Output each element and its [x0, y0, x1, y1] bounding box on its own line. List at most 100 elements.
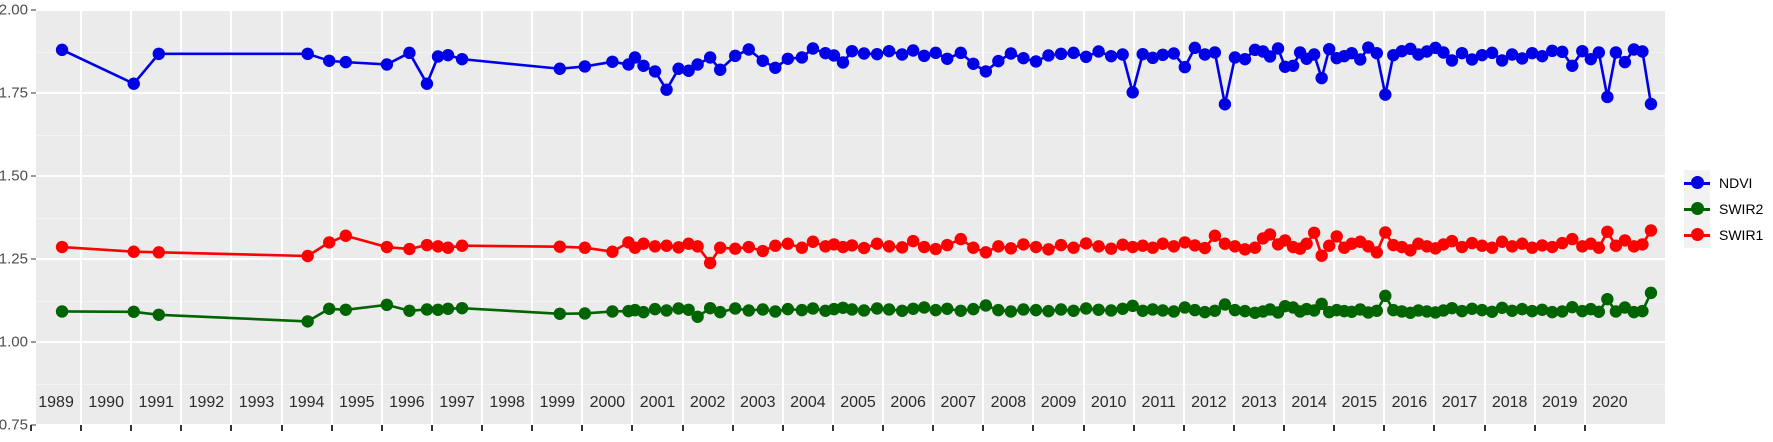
data-point [578, 60, 592, 73]
data-point [1644, 224, 1658, 237]
data-point [606, 245, 619, 258]
data-point [441, 241, 455, 254]
data-point [1515, 237, 1529, 250]
data-point [553, 307, 566, 320]
legend-item-swir1[interactable]: SWIR1 [1684, 222, 1773, 248]
series-layer [55, 41, 1658, 328]
data-point [870, 237, 884, 250]
data-point [1167, 305, 1180, 318]
data-point [455, 52, 469, 66]
data-point [1445, 301, 1459, 315]
x-tick-mark [1132, 425, 1135, 431]
data-point [1379, 226, 1392, 239]
x-tick-label: 2004 [790, 394, 826, 411]
x-tick-mark [1232, 425, 1235, 431]
gridline-vertical [1182, 10, 1185, 425]
y-tick-mark [31, 9, 36, 11]
data-point [1188, 303, 1202, 317]
x-tick-mark [982, 425, 985, 431]
x-tick-label: 2013 [1241, 394, 1277, 411]
data-point [1609, 239, 1623, 252]
series-swir2 [55, 286, 1658, 328]
x-tick-mark [1483, 425, 1486, 431]
data-point [127, 245, 140, 258]
data-point [1054, 238, 1068, 252]
data-point [979, 246, 993, 259]
data-point [1029, 240, 1043, 254]
data-point [895, 48, 909, 61]
data-point [1029, 55, 1043, 68]
data-point [1126, 299, 1139, 313]
data-point [1592, 46, 1606, 59]
data-point [1556, 45, 1569, 59]
x-tick-mark [180, 425, 183, 431]
x-tick-label: 1995 [338, 394, 375, 411]
x-tick-mark [631, 425, 634, 431]
data-point [1525, 304, 1539, 318]
x-tick-mark [80, 425, 83, 431]
data-point [1536, 239, 1549, 252]
data-point [845, 239, 859, 252]
data-point [713, 63, 727, 76]
data-point [1004, 47, 1018, 60]
data-point [1136, 239, 1149, 252]
gridline-vertical [1283, 10, 1286, 425]
data-point [1263, 50, 1277, 63]
data-point [917, 240, 931, 254]
gridline-vertical [1132, 10, 1135, 425]
data-point [992, 54, 1005, 68]
data-point [1198, 241, 1212, 255]
data-point [637, 237, 650, 250]
data-point [1322, 42, 1336, 56]
gridline-vertical [932, 10, 935, 425]
data-point [1092, 240, 1105, 253]
data-point [1536, 303, 1549, 316]
legend-item-swir2[interactable]: SWIR2 [1684, 196, 1773, 222]
data-point [1228, 240, 1242, 253]
data-point [1004, 242, 1018, 255]
data-point [1315, 249, 1328, 262]
data-point [806, 302, 820, 315]
data-point [729, 302, 742, 315]
data-point [403, 46, 416, 60]
data-point [941, 52, 954, 65]
data-point [1566, 232, 1579, 246]
x-tick-label: 1999 [539, 394, 576, 411]
data-point [1644, 286, 1658, 300]
gridline-vertical [831, 10, 834, 425]
data-point [1495, 54, 1509, 67]
legend-item-ndvi[interactable]: NDVI [1684, 170, 1773, 196]
gridline-vertical [781, 10, 784, 425]
data-point [1116, 48, 1129, 61]
data-point [1455, 240, 1469, 254]
data-point [882, 44, 896, 58]
data-point [431, 50, 445, 63]
data-point [781, 52, 795, 65]
y-tick-label: 1.00 [0, 333, 28, 351]
x-tick-label: 2016 [1391, 394, 1428, 411]
data-point [455, 301, 469, 315]
x-tick-label: 1998 [489, 394, 525, 411]
data-point [1455, 304, 1469, 318]
data-point [1601, 90, 1614, 104]
data-point [1054, 47, 1068, 61]
gridline-horizontal-minor [36, 134, 1665, 136]
x-tick-label: 1991 [138, 394, 175, 411]
data-point [1592, 305, 1606, 318]
data-point [1465, 302, 1479, 315]
y-tick-label: 0.75 [0, 416, 28, 434]
data-point [301, 47, 314, 61]
data-point [455, 239, 469, 252]
x-tick-label: 1996 [389, 394, 425, 411]
data-point [1592, 241, 1606, 254]
data-point [660, 239, 673, 252]
x-tick-mark [430, 425, 433, 431]
data-point [1156, 48, 1169, 62]
data-point [1167, 47, 1180, 60]
y-tick-mark [31, 341, 36, 343]
data-point [431, 303, 445, 316]
x-tick-mark [30, 425, 32, 431]
data-point [1465, 236, 1479, 250]
data-point [648, 65, 662, 78]
y-tick-label: 1.50 [0, 167, 28, 185]
